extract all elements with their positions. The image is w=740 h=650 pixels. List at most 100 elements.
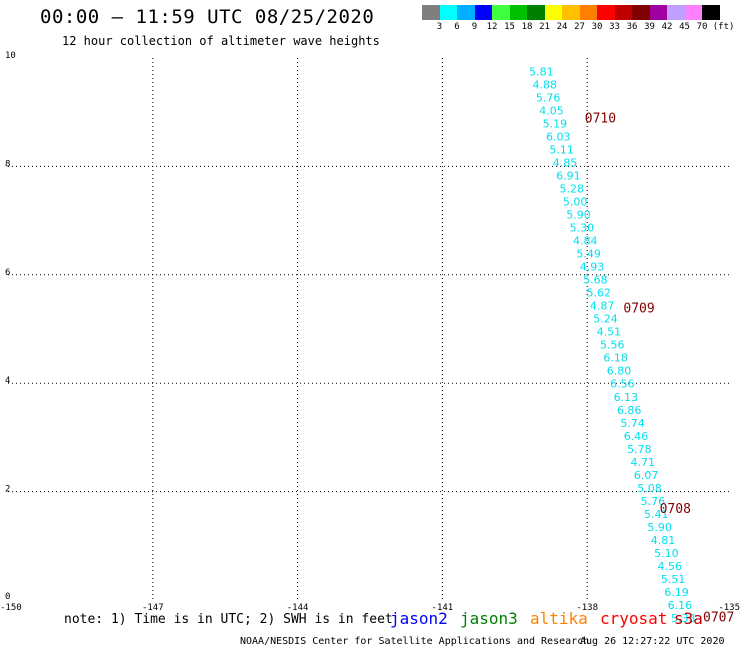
wave-height-point: 5.11 (549, 144, 574, 157)
wave-height-point: 5.56 (600, 339, 625, 352)
wave-height-point: 4.87 (590, 300, 615, 313)
scale-label: 9 (471, 22, 478, 32)
wave-height-point: 4.85 (553, 157, 578, 170)
wave-height-point: 5.68 (583, 274, 608, 287)
scale-swatch (632, 5, 650, 20)
scale-label: 42 (661, 22, 673, 32)
wave-height-point: 4.84 (573, 235, 598, 248)
wave-height-point: 4.51 (597, 326, 622, 339)
wave-height-point: 6.07 (634, 469, 659, 482)
wave-height-point: 5.19 (543, 118, 568, 131)
wave-height-point: 6.80 (607, 365, 632, 378)
scale-label: 30 (591, 22, 603, 32)
wave-height-point: 5.90 (647, 521, 672, 534)
wave-height-point: 5.10 (654, 547, 679, 560)
generated-timestamp: Aug 26 12:27:22 UTC 2020 (580, 636, 725, 647)
color-scale-labels: 3 6 9 12 15 18 21 24 27 30 33 36 39 42 45 70 (ft) (422, 22, 735, 32)
scale-swatch (509, 5, 527, 20)
scale-label: 3 (436, 22, 443, 32)
wave-height-point: 5.76 (536, 92, 561, 105)
x-tick-label: -147 (142, 603, 164, 613)
scale-label: 27 (574, 22, 585, 32)
scale-swatch (684, 5, 702, 20)
time-annotation: 0709 (623, 301, 654, 316)
wave-height-point: 5.81 (529, 66, 554, 79)
scale-swatch (614, 5, 632, 20)
wave-height-point: 4.93 (580, 261, 605, 274)
wave-height-point: 5.28 (560, 183, 585, 196)
color-scale-legend: 3 6 9 12 15 18 21 24 27 30 33 36 39 42 45 70 (ft) (422, 5, 735, 32)
scale-swatch (579, 5, 597, 20)
wave-height-point: 5.78 (627, 443, 652, 456)
wave-height-point: 6.19 (664, 586, 689, 599)
time-annotation: 0708 (660, 502, 691, 517)
scale-swatch (667, 5, 685, 20)
scale-swatch (439, 5, 457, 20)
y-tick-label: 6 (5, 268, 10, 278)
scale-swatch (562, 5, 580, 20)
wave-height-point: 5.24 (593, 313, 618, 326)
wave-height-point: 6.56 (610, 378, 635, 391)
legend-s3a: s3a (674, 609, 703, 628)
x-tick-label: -150 (0, 603, 22, 613)
scale-label: 70 (696, 22, 708, 32)
x-tick-label: -135 (718, 603, 740, 613)
footer-note: note: 1) Time is in UTC; 2) SWH is in fe… (64, 612, 393, 627)
x-tick-label: -141 (432, 603, 454, 613)
x-tick-label: -138 (576, 603, 598, 613)
wave-height-point: 5.51 (661, 573, 686, 586)
wave-height-point: 5.08 (637, 482, 662, 495)
wave-height-point: 6.46 (624, 430, 649, 443)
scale-unit-label: (ft) (712, 22, 735, 32)
wave-height-point: 5.33 (671, 612, 696, 625)
y-tick-label: 4 (5, 376, 10, 386)
chart-title: 00:00 – 11:59 UTC 08/25/2020 (40, 6, 375, 28)
y-tick-label: 2 (5, 485, 10, 495)
wave-height-point: 5.00 (563, 196, 588, 209)
wave-height-point: 6.16 (668, 599, 693, 612)
scale-label: 15 (504, 22, 515, 32)
wave-height-point: 6.91 (556, 170, 581, 183)
legend-jason2: jason2 (390, 609, 448, 628)
scale-label: 12 (486, 22, 498, 32)
wave-height-point: 6.18 (603, 352, 628, 365)
scale-label: 33 (609, 22, 620, 32)
wave-height-point: 5.41 (644, 508, 669, 521)
scale-swatch (527, 5, 545, 20)
y-tick-label: 0 (5, 592, 10, 602)
scale-label: 36 (626, 22, 638, 32)
wave-height-point: 6.86 (617, 404, 642, 417)
wave-height-point: 4.56 (657, 560, 682, 573)
legend-altika: altika (530, 609, 588, 628)
wave-height-point: 4.05 (539, 105, 564, 118)
scale-swatch (422, 5, 440, 20)
time-annotation: 0710 (585, 112, 616, 127)
wave-height-point: 6.03 (546, 131, 571, 144)
scale-swatch (474, 5, 492, 20)
scale-label: 18 (521, 22, 533, 32)
wave-height-point: 4.81 (651, 534, 676, 547)
y-tick-label: 8 (5, 159, 10, 169)
wave-height-point: 4.88 (532, 79, 557, 92)
wave-height-point: 5.74 (620, 417, 645, 430)
wave-height-point: 5.49 (576, 248, 601, 261)
wave-height-point: 6.13 (614, 391, 639, 404)
scale-swatch (457, 5, 475, 20)
scale-label: 24 (556, 22, 568, 32)
chart-subtitle: 12 hour collection of altimeter wave hei… (62, 34, 380, 48)
legend-jason3: jason3 (460, 609, 518, 628)
scale-label: 21 (539, 22, 550, 32)
credit-text: NOAA/NESDIS Center for Satellite Applica… (240, 636, 590, 647)
legend-cryosat: cryosat (600, 609, 668, 628)
scale-swatch (597, 5, 615, 20)
scale-label: 45 (679, 22, 690, 32)
scale-swatch (492, 5, 510, 20)
x-tick-label: -144 (287, 603, 309, 613)
scale-swatch (544, 5, 562, 20)
wave-height-point: 4.71 (630, 456, 655, 469)
wave-height-point: 5.62 (587, 287, 612, 300)
wave-height-point: 5.90 (566, 209, 591, 222)
wave-height-point: 5.30 (570, 222, 595, 235)
